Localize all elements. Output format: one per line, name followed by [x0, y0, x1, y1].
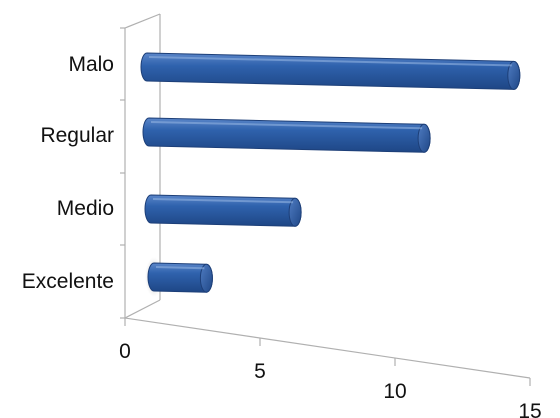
- category-label: Excelente: [22, 270, 114, 293]
- x-tick-label: 0: [119, 340, 131, 363]
- bar-end-cap: [288, 197, 302, 227]
- x-tick-label: 10: [383, 380, 406, 403]
- bar-end-cap: [199, 263, 213, 293]
- x-ticks: [120, 27, 531, 386]
- bars: [140, 52, 521, 297]
- category-labels: Malo Regular Medio Excelente: [22, 53, 114, 293]
- bar-highlight: [148, 56, 512, 67]
- x-axis-line: [124, 317, 531, 379]
- category-label: Malo: [68, 53, 114, 76]
- x-tick-label: 5: [254, 360, 266, 383]
- bar-end-cap: [507, 60, 521, 90]
- x-tick-label: 15: [518, 400, 541, 418]
- back-wall-top-edge: [124, 13, 161, 29]
- bar-end-cap: [417, 123, 431, 153]
- bar-highlight: [150, 121, 423, 130]
- floor-left-edge: [124, 299, 161, 319]
- bar-highlight: [155, 266, 205, 270]
- bar-highlight: [152, 198, 294, 204]
- category-label: Regular: [40, 124, 114, 147]
- category-label: Medio: [57, 197, 114, 220]
- tick-labels: 0 5 10 15: [119, 340, 542, 418]
